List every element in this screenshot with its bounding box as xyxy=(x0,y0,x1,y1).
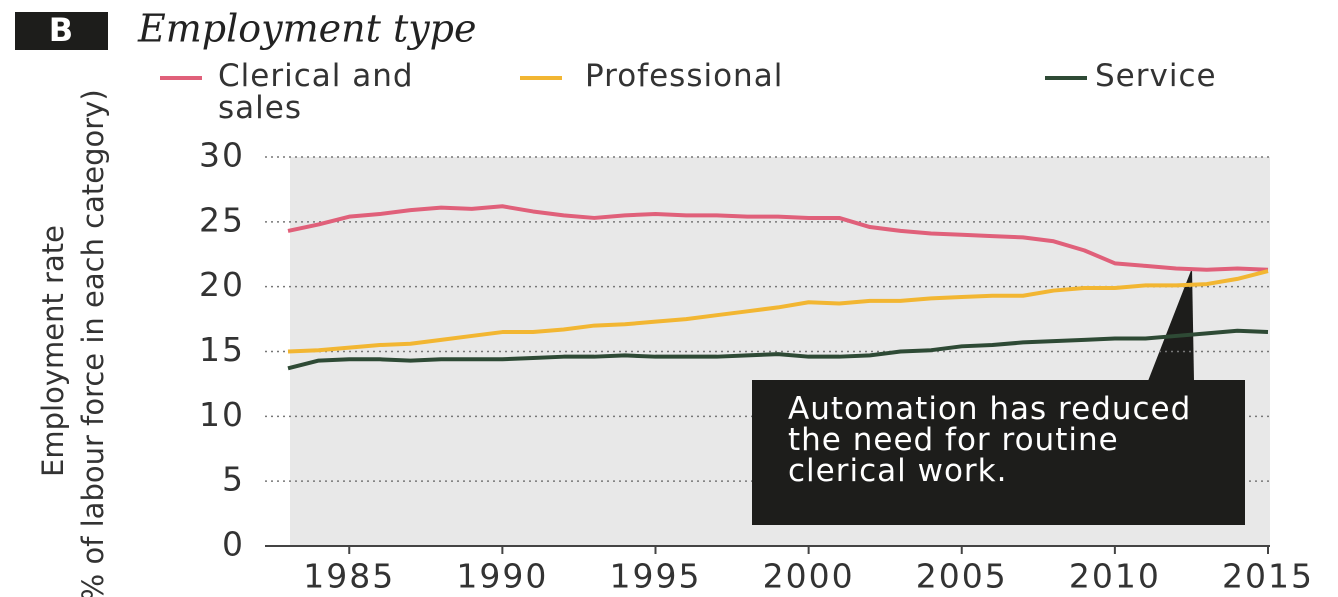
y-label: Employment rate (% of labour force in ea… xyxy=(36,89,110,597)
y-tick-label: 15 xyxy=(199,330,245,369)
y-tick-label: 10 xyxy=(199,395,245,434)
x-tick-label: 1990 xyxy=(456,557,548,596)
x-tick-label: 2015 xyxy=(1222,557,1314,596)
x-tick-label: 1985 xyxy=(303,557,395,596)
x-tick-label: 2005 xyxy=(916,557,1008,596)
series-line xyxy=(287,328,1269,371)
panel-badge xyxy=(15,12,108,50)
y-label-line: (% of labour force in each category) xyxy=(76,89,110,597)
y-tick-label: 25 xyxy=(199,200,245,239)
x-tick-label: 1995 xyxy=(610,557,702,596)
annotation: Automation has reduced the need for rout… xyxy=(752,380,1245,525)
legend-label: Clerical and sales xyxy=(218,58,414,126)
y-tick-label: 5 xyxy=(222,460,245,499)
series-line xyxy=(287,204,1269,272)
x-tick-label: 2000 xyxy=(763,557,855,596)
y-label-line: Employment rate xyxy=(36,225,70,477)
annotation-pointer xyxy=(1148,268,1194,381)
y-tick-label: 20 xyxy=(199,265,245,304)
legend-label: Professional xyxy=(585,58,784,94)
x-tick-label: 2010 xyxy=(1069,557,1161,596)
y-tick-label: 0 xyxy=(222,525,245,564)
y-tick-label: 30 xyxy=(199,136,245,175)
panel-letter: B xyxy=(49,11,73,49)
chart-title: Employment type xyxy=(137,7,477,51)
series-line xyxy=(287,269,1269,354)
legend-label: Service xyxy=(1095,58,1217,94)
